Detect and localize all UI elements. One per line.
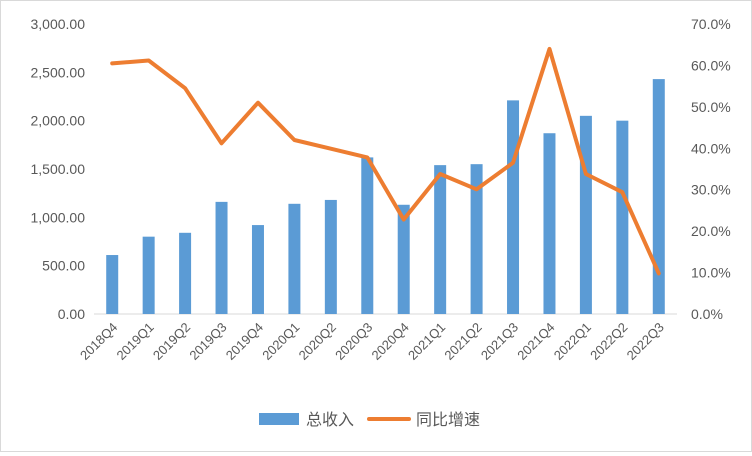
x-tick-label: 2018Q4 — [77, 320, 120, 363]
y-left-tick-label: 2,000.00 — [31, 113, 86, 129]
x-tick-label: 2019Q4 — [223, 320, 266, 363]
x-tick-label: 2019Q3 — [186, 320, 229, 363]
bar-2020Q3 — [361, 157, 373, 314]
y-left-tick-label: 0.00 — [58, 306, 85, 322]
legend-label-line: 同比增速 — [416, 411, 480, 429]
x-tick-label: 2021Q4 — [514, 320, 557, 363]
y-left-tick-label: 1,000.00 — [31, 209, 86, 225]
y-left-tick-label: 500.00 — [42, 258, 85, 274]
bar-2022Q2 — [616, 121, 628, 314]
bar-2019Q4 — [252, 225, 264, 314]
x-tick-label: 2019Q2 — [150, 320, 193, 363]
y-right-tick-label: 40.0% — [691, 140, 731, 156]
y-right-tick-label: 10.0% — [691, 265, 731, 281]
x-tick-label: 2020Q2 — [296, 320, 339, 363]
legend-swatch-bar — [259, 413, 299, 425]
bar-2019Q3 — [216, 202, 228, 314]
x-tick-label: 2021Q3 — [478, 320, 521, 363]
y-right-tick-label: 70.0% — [691, 16, 731, 32]
y-right-tick-label: 20.0% — [691, 223, 731, 239]
x-tick-label: 2021Q1 — [405, 320, 448, 363]
bar-2022Q3 — [653, 79, 665, 314]
bar-2022Q1 — [580, 116, 592, 314]
y-left-tick-label: 2,500.00 — [31, 64, 86, 80]
x-tick-label: 2020Q1 — [259, 320, 302, 363]
x-tick-label: 2020Q4 — [369, 320, 412, 363]
y-left-tick-label: 3,000.00 — [31, 16, 86, 32]
x-tick-label: 2022Q2 — [587, 320, 630, 363]
bar-2021Q1 — [434, 165, 446, 314]
line-series-同比增速 — [112, 49, 659, 274]
x-tick-label: 2019Q1 — [113, 320, 156, 363]
bar-2018Q4 — [106, 255, 118, 314]
y-right-tick-label: 50.0% — [691, 99, 731, 115]
y-right-tick-label: 30.0% — [691, 182, 731, 198]
bar-2020Q2 — [325, 200, 337, 314]
x-tick-label: 2022Q1 — [551, 320, 594, 363]
y-right-tick-label: 0.0% — [691, 306, 723, 322]
x-tick-label: 2021Q2 — [441, 320, 484, 363]
bar-2021Q3 — [507, 100, 519, 314]
legend-label-bar: 总收入 — [306, 411, 354, 429]
bar-2021Q4 — [543, 133, 555, 314]
bar-2019Q1 — [143, 237, 155, 314]
bar-2020Q1 — [288, 204, 300, 314]
y-right-tick-label: 60.0% — [691, 57, 731, 73]
x-tick-label: 2022Q3 — [624, 320, 667, 363]
bar-2019Q2 — [179, 233, 191, 314]
x-tick-label: 2020Q3 — [332, 320, 375, 363]
y-left-tick-label: 1,500.00 — [31, 161, 86, 177]
